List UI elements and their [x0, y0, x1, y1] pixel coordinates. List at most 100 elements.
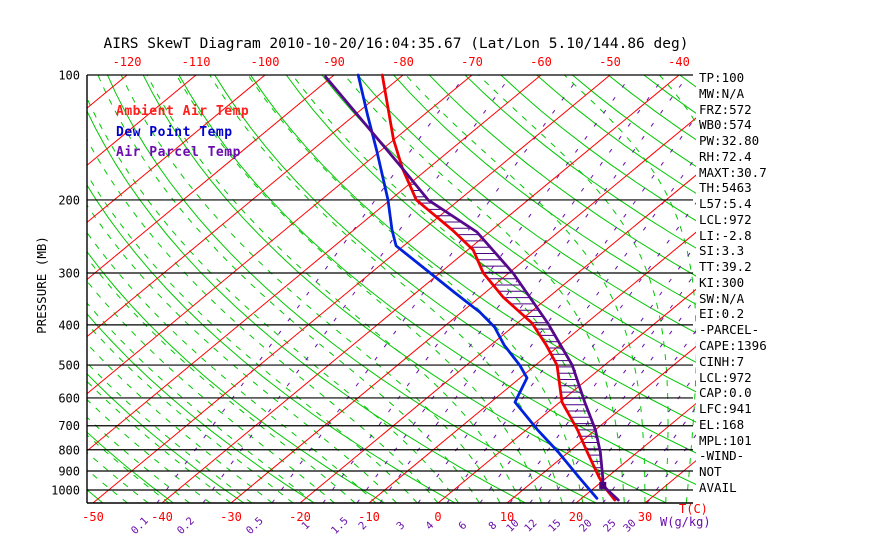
pressure-tick: 700 — [58, 419, 80, 433]
moist-adiabat — [478, 75, 669, 503]
moist-adiabat — [344, 75, 625, 503]
stat-line: EL:168 — [699, 416, 745, 432]
stat-line: LFC:941 — [699, 401, 752, 417]
stat-line: TP:100 — [699, 70, 745, 85]
temp-tick-top: -70 — [461, 55, 483, 69]
dry-adiabat — [464, 75, 696, 249]
stat-line: EI:0.2 — [699, 306, 745, 322]
legend-air-parcel-temp: Air Parcel Temp — [116, 145, 241, 160]
stat-line: NOT — [699, 464, 722, 480]
moist-adiabat — [209, 75, 563, 503]
grid-lines — [87, 75, 696, 503]
moist-adiabat — [87, 97, 460, 503]
mixing-ratio-tick: 15 — [546, 517, 563, 534]
moist-adiabat — [175, 75, 542, 503]
mixing-ratio-tick: 3 — [394, 519, 407, 532]
temp-tick-bottom: 10 — [500, 510, 514, 524]
mixing-ratio-unit-label: W(g/kg) — [660, 515, 711, 529]
pressure-tick: 800 — [58, 443, 80, 457]
temp-tick-top: -90 — [323, 55, 345, 69]
isotherm — [87, 75, 335, 281]
moist-adiabat — [120, 75, 501, 503]
dry-adiabat — [87, 109, 526, 503]
dry-adiabat — [572, 75, 696, 168]
isotherm — [87, 75, 473, 395]
isotherm — [368, 231, 696, 503]
dew-point-curve — [356, 73, 599, 500]
mixing-ratio-tick: 0.5 — [244, 515, 266, 537]
temp-tick-bottom: -10 — [358, 510, 380, 524]
moist-adiabat — [97, 75, 480, 503]
stat-line: LI:-2.8 — [699, 227, 752, 243]
moist-adiabat — [146, 75, 522, 503]
dry-adiabat — [357, 75, 696, 334]
mixing-ratio-line — [509, 243, 696, 503]
stat-line: LCL:972 — [699, 369, 752, 385]
isotherm — [87, 75, 404, 338]
moist-adiabat — [292, 75, 605, 503]
isotherm — [437, 288, 696, 503]
dry-adiabat — [250, 75, 696, 423]
mixing-ratio-tick: 0.1 — [129, 515, 151, 537]
temp-axis-unit-label: T(C) — [679, 502, 708, 516]
stat-line: CINH:7 — [699, 353, 745, 369]
isotherm — [299, 174, 696, 503]
temp-tick-top: -80 — [392, 55, 414, 69]
stat-line: L57:5.4 — [699, 196, 752, 212]
dry-adiabat — [142, 75, 667, 503]
mixing-ratio-tick: 30 — [621, 517, 638, 534]
mixing-ratio-tick: 1.5 — [329, 515, 351, 537]
temp-tick-bottom: -20 — [289, 510, 311, 524]
temp-tick-bottom: -40 — [151, 510, 173, 524]
pressure-tick: 600 — [58, 391, 80, 405]
temp-tick-bottom: 0 — [434, 510, 441, 524]
stat-line: KI:300 — [699, 274, 745, 290]
pressure-tick: 100 — [58, 69, 80, 83]
stat-line: FRZ:572 — [699, 101, 752, 117]
parcel-temp-curve — [324, 75, 620, 502]
dry-adiabat — [87, 250, 385, 503]
pressure-axis-label: PRESSURE (MB) — [34, 236, 49, 334]
stats-panel: TP:100 MW:N/A FRZ:572 WB0:574 PW:32.80 RH:72.… — [699, 70, 767, 496]
temp-tick-top: -110 — [182, 55, 211, 69]
temp-tick-top: -100 — [251, 55, 280, 69]
isotherm — [506, 345, 696, 503]
mixing-ratio-tick: 0.2 — [175, 515, 197, 537]
isotherm — [92, 75, 611, 503]
stat-line: TH:5463 — [699, 180, 752, 196]
mixing-ratio-tick: 25 — [601, 517, 618, 534]
mixing-ratio-tick: 6 — [456, 519, 469, 532]
mixing-ratio-tick: 8 — [486, 519, 499, 532]
chart-title: AIRS SkewT Diagram 2010-10-20/16:04:35.6… — [103, 36, 689, 52]
dry-adiabat — [536, 75, 696, 194]
mixing-ratio-tick: 12 — [522, 517, 539, 534]
legend-dew-point-temp: Dew Point Temp — [116, 125, 233, 140]
stat-line: MAXT:30.7 — [699, 164, 767, 180]
stat-line: SW:N/A — [699, 290, 745, 306]
stat-line: -PARCEL- — [699, 322, 760, 338]
pressure-tick: 200 — [58, 193, 80, 207]
stat-line: TT:39.2 — [699, 259, 752, 275]
dry-adiabat — [178, 75, 696, 485]
stat-line: MW:N/A — [699, 85, 745, 101]
temp-tick-top: -120 — [113, 55, 142, 69]
pressure-tick: 500 — [58, 359, 80, 373]
temp-tick-bottom: 30 — [638, 510, 652, 524]
isotherm — [575, 403, 696, 503]
pressure-tick: 1000 — [51, 484, 80, 498]
legend-ambient-air-temp: Ambient Air Temp — [116, 104, 250, 119]
dry-adiabat — [500, 75, 696, 222]
stat-line: AVAIL — [699, 479, 737, 495]
dry-adiabat — [87, 184, 456, 503]
isotherm — [87, 75, 266, 224]
isotherm — [161, 75, 680, 503]
isotherm — [87, 75, 197, 166]
isotherm — [87, 75, 542, 452]
isotherm — [230, 117, 696, 503]
temp-tick-top: -50 — [599, 55, 621, 69]
temp-tick-top: -40 — [668, 55, 690, 69]
pressure-tick: 300 — [58, 267, 80, 281]
moist-adiabat — [87, 173, 418, 503]
